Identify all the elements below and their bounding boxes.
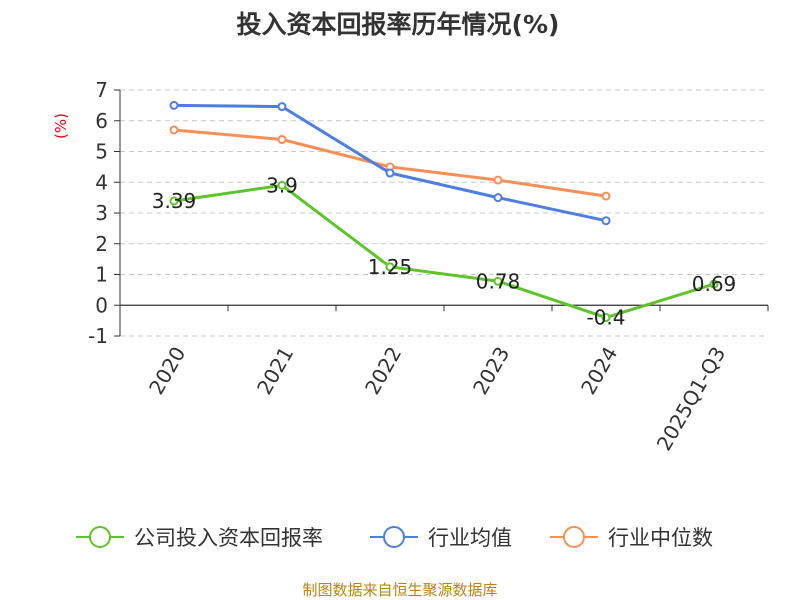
data-point	[385, 168, 395, 178]
x-tick-label: 2020	[144, 343, 190, 399]
gridlines	[120, 89, 768, 337]
data-label: 3.9	[266, 173, 298, 197]
data-label: -0.4	[586, 306, 625, 330]
legend: 公司投入资本回报率 行业均值 行业中位数	[76, 526, 713, 550]
y-axis-unit: (%)	[52, 113, 70, 139]
x-tick-label: 2023	[468, 343, 514, 399]
y-tick-label: 5	[95, 140, 108, 164]
y-tick-label: 6	[95, 109, 108, 133]
y-tick-label: 0	[95, 293, 108, 317]
legend-label: 公司投入资本回报率	[134, 526, 323, 550]
y-tick-labels: -1 0 1 2 3 4 5 6 7	[88, 78, 108, 348]
data-point	[169, 196, 179, 206]
legend-label: 行业中位数	[608, 526, 713, 550]
x-tick-label: 2024	[576, 343, 622, 399]
y-tick-label: 3	[95, 201, 108, 225]
data-point	[385, 262, 395, 272]
x-tick-label: 2022	[360, 343, 406, 399]
x-tick-label: 2021	[252, 343, 298, 399]
series-line	[173, 183, 715, 320]
y-tick-label: 7	[95, 78, 108, 102]
series-lines	[169, 100, 719, 323]
legend-marker	[383, 526, 405, 548]
data-point	[601, 191, 611, 201]
x-tick-label: 2025Q1-Q3	[652, 343, 731, 455]
data-point	[493, 175, 503, 185]
y-tick-label: 1	[95, 263, 108, 287]
data-point	[169, 125, 179, 135]
data-point	[277, 102, 287, 112]
legend-marker	[89, 526, 111, 548]
chart-title: 投入资本回报率历年情况(%)	[237, 10, 560, 39]
data-point	[601, 216, 611, 226]
axes	[114, 89, 769, 337]
data-labels: 3.39 3.9 1.25 0.78 -0.4 0.69	[152, 173, 737, 329]
data-label: 1.25	[368, 255, 413, 279]
data-label: 0.78	[476, 269, 521, 293]
data-label: 0.69	[692, 272, 737, 296]
legend-label: 行业均值	[428, 526, 512, 550]
data-point	[277, 180, 287, 190]
data-point	[493, 276, 503, 286]
y-tick-label: 2	[95, 232, 108, 256]
data-point	[493, 193, 503, 203]
legend-marker	[563, 526, 585, 548]
data-label: 3.39	[152, 189, 197, 213]
x-tick-labels: 2020 2021 2022 2023 2024 2025Q1-Q3	[144, 343, 730, 455]
source-note: 制图数据来自恒生聚源数据库	[302, 581, 497, 599]
y-tick-label: -1	[88, 324, 108, 348]
data-point	[709, 279, 719, 289]
data-point	[277, 135, 287, 145]
y-tick-label: 4	[95, 170, 108, 194]
data-point	[169, 100, 179, 110]
data-point	[601, 313, 611, 323]
